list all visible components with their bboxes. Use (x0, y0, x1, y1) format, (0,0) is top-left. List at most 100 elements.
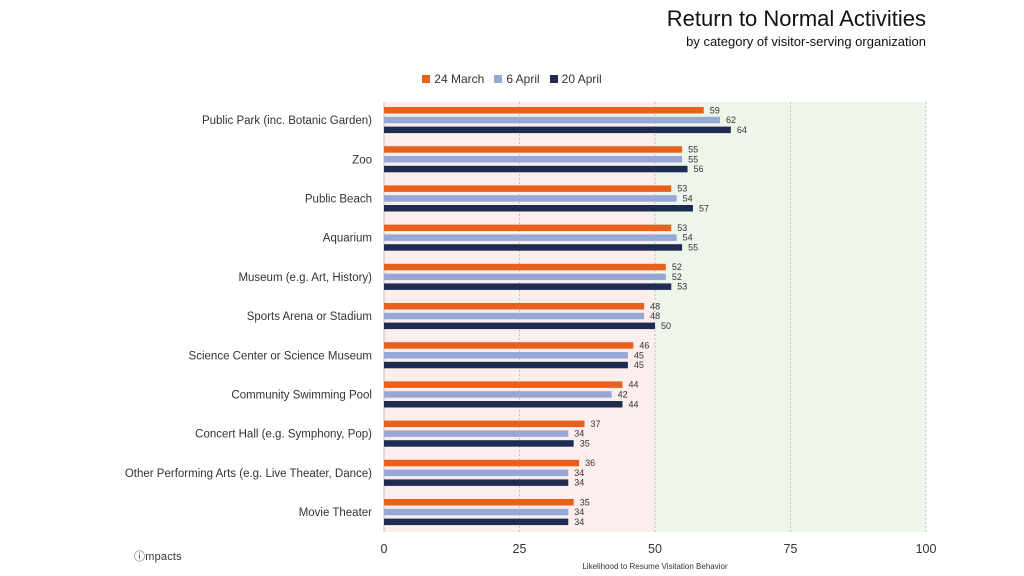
category-label-3: Public Beach (305, 193, 372, 205)
bar-2-1 (384, 146, 683, 153)
bar-4-2 (384, 234, 677, 241)
data-label-1-2: 62 (726, 115, 736, 125)
data-label-1-3: 64 (737, 125, 747, 135)
data-label-7-2: 45 (634, 350, 644, 360)
x-tick-label-25: 25 (513, 542, 527, 556)
data-label-6-1: 48 (650, 301, 660, 311)
data-label-3-3: 57 (699, 203, 709, 213)
data-label-4-1: 53 (677, 223, 687, 233)
bar-10-1 (384, 459, 580, 467)
bar-8-2 (384, 391, 612, 398)
data-label-9-3: 35 (580, 438, 590, 448)
data-label-9-1: 37 (591, 419, 601, 429)
data-label-8-3: 44 (628, 399, 638, 409)
data-label-4-3: 55 (688, 242, 698, 252)
bar-1-1 (384, 107, 704, 114)
bar-4-1 (384, 224, 672, 232)
x-tick-label-0: 0 (381, 542, 388, 556)
category-label-10: Other Performing Arts (e.g. Live Theater… (125, 468, 372, 480)
bar-9-2 (384, 430, 569, 437)
bar-11-1 (384, 499, 574, 506)
category-label-6: Sports Arena or Stadium (247, 311, 372, 323)
legend-swatch-2 (494, 75, 503, 83)
bar-7-3 (384, 361, 628, 369)
bar-6-3 (384, 322, 655, 330)
bar-10-3 (384, 479, 569, 486)
x-tick-label-50: 50 (648, 542, 662, 556)
x-tick-label-75: 75 (784, 542, 798, 556)
data-label-11-3: 34 (574, 517, 584, 527)
bar-10-2 (384, 469, 569, 477)
data-label-6-2: 48 (650, 311, 660, 321)
data-label-10-1: 36 (585, 458, 595, 468)
category-label-1: Public Park (inc. Botanic Garden) (202, 115, 372, 127)
bar-3-1 (384, 185, 672, 192)
data-label-9-2: 34 (574, 429, 584, 439)
logo-text: mpacts (145, 551, 182, 563)
bar-11-3 (384, 518, 569, 526)
impacts-logo: ⓘmpacts (134, 548, 182, 564)
data-label-5-1: 52 (672, 262, 682, 272)
category-label-4: Aquarium (323, 233, 372, 245)
category-label-9: Concert Hall (e.g. Symphony, Pop) (195, 429, 372, 441)
data-label-3-1: 53 (677, 184, 687, 194)
data-label-8-2: 42 (618, 389, 628, 399)
data-label-11-1: 35 (580, 497, 590, 507)
legend-label-1: 24 March (434, 72, 485, 86)
data-label-11-2: 34 (574, 507, 584, 517)
chart-title: Return to Normal Activities (666, 6, 926, 31)
legend-item-1: 24 March (422, 72, 484, 86)
data-label-7-3: 45 (634, 360, 644, 370)
x-tick-label-100: 100 (916, 542, 937, 556)
category-label-2: Zoo (352, 154, 372, 166)
category-label-7: Science Center or Science Museum (189, 350, 372, 362)
data-label-2-3: 56 (694, 164, 704, 174)
legend: 24 March 6 April 20 April (0, 72, 1024, 86)
chart-subtitle: by category of visitor-serving organizat… (686, 34, 926, 49)
data-label-6-3: 50 (661, 321, 671, 331)
data-label-2-1: 55 (688, 144, 698, 154)
legend-item-2: 6 April (494, 72, 540, 86)
bar-9-1 (384, 420, 585, 428)
data-label-1-1: 59 (710, 105, 720, 115)
x-axis-title: Likelihood to Resume Visitation Behavior (582, 562, 728, 571)
bar-8-3 (384, 401, 623, 408)
plot-band-1 (655, 102, 926, 532)
category-label-5: Museum (e.g. Art, History) (238, 272, 372, 284)
bar-7-1 (384, 342, 634, 349)
bar-11-2 (384, 508, 569, 516)
logo-mark-icon: ⓘ (134, 551, 146, 563)
category-label-11: Movie Theater (299, 507, 372, 519)
bar-5-1 (384, 263, 666, 271)
data-label-8-1: 44 (628, 380, 638, 390)
bar-9-3 (384, 440, 574, 447)
data-label-4-2: 54 (683, 233, 693, 243)
bar-1-2 (384, 116, 721, 124)
bar-6-1 (384, 303, 645, 310)
data-label-3-2: 54 (683, 193, 693, 203)
bar-2-2 (384, 156, 683, 163)
data-label-7-1: 46 (639, 340, 649, 350)
bar-7-2 (384, 352, 628, 359)
category-label-8: Community Swimming Pool (231, 389, 372, 401)
bar-3-2 (384, 195, 677, 202)
legend-label-2: 6 April (506, 72, 540, 86)
data-label-10-3: 34 (574, 478, 584, 488)
data-label-5-3: 53 (677, 282, 687, 292)
bar-6-2 (384, 312, 645, 320)
data-label-5-2: 52 (672, 272, 682, 282)
data-label-2-2: 55 (688, 154, 698, 164)
legend-label-3: 20 April (561, 72, 602, 86)
legend-swatch-3 (549, 75, 558, 83)
legend-item-3: 20 April (549, 72, 602, 86)
bar-5-3 (384, 283, 672, 290)
data-label-10-2: 34 (574, 468, 584, 478)
legend-swatch-1 (422, 75, 431, 83)
bar-2-3 (384, 165, 688, 173)
bar-4-3 (384, 244, 683, 251)
bar-1-3 (384, 126, 731, 134)
bar-5-2 (384, 273, 666, 281)
bar-3-3 (384, 205, 693, 212)
bar-8-1 (384, 381, 623, 388)
